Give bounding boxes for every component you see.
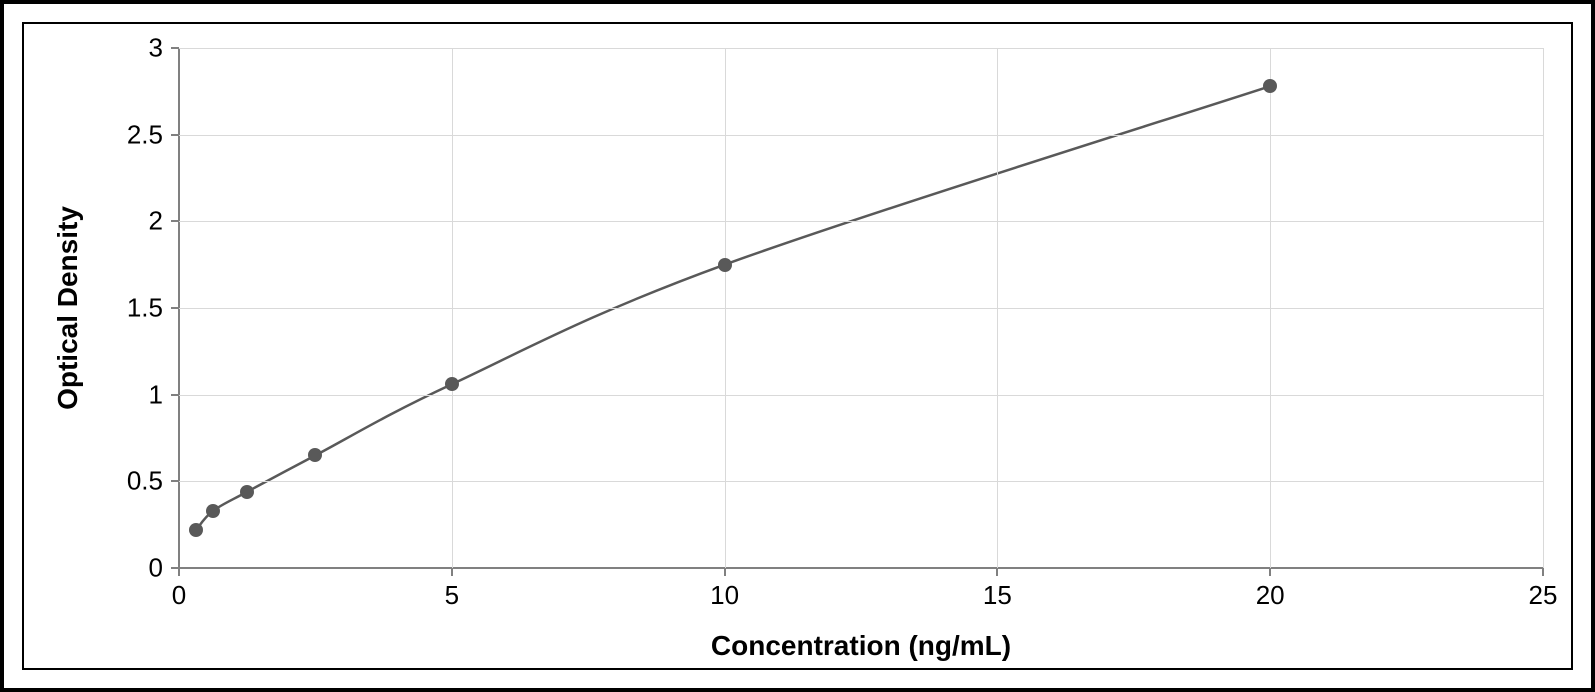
x-tick-label: 10 [710, 580, 739, 611]
gridline-horizontal [179, 221, 1543, 222]
data-point [308, 448, 322, 462]
y-tick-mark [171, 220, 179, 222]
y-tick-label: 3 [149, 33, 163, 64]
x-tick-mark [178, 568, 180, 576]
x-tick-mark [996, 568, 998, 576]
data-point [718, 258, 732, 272]
y-tick-label: 2 [149, 206, 163, 237]
data-point [445, 377, 459, 391]
x-axis-label: Concentration (ng/mL) [711, 630, 1011, 662]
y-tick-label: 1 [149, 379, 163, 410]
data-point [189, 523, 203, 537]
gridline-horizontal [179, 135, 1543, 136]
gridline-vertical [1543, 48, 1544, 568]
y-tick-mark [171, 47, 179, 49]
y-tick-label: 0.5 [127, 466, 163, 497]
y-tick-mark [171, 480, 179, 482]
plot-area: 051015202500.511.522.53 [179, 48, 1543, 568]
gridline-horizontal [179, 481, 1543, 482]
gridline-horizontal [179, 308, 1543, 309]
y-tick-label: 0 [149, 553, 163, 584]
data-point [240, 485, 254, 499]
chart-inner: Optical Density Concentration (ng/mL) 05… [22, 22, 1573, 670]
y-tick-label: 1.5 [127, 293, 163, 324]
x-tick-mark [1269, 568, 1271, 576]
gridline-horizontal [179, 395, 1543, 396]
data-point [206, 504, 220, 518]
y-axis-label: Optical Density [52, 206, 84, 410]
y-tick-mark [171, 307, 179, 309]
x-tick-mark [724, 568, 726, 576]
x-tick-mark [1542, 568, 1544, 576]
y-tick-label: 2.5 [127, 119, 163, 150]
x-tick-label: 25 [1529, 580, 1558, 611]
y-tick-mark [171, 134, 179, 136]
y-tick-mark [171, 567, 179, 569]
gridline-horizontal [179, 48, 1543, 49]
x-tick-label: 0 [172, 580, 186, 611]
x-tick-mark [451, 568, 453, 576]
y-tick-mark [171, 394, 179, 396]
x-tick-label: 5 [445, 580, 459, 611]
chart-frame: Optical Density Concentration (ng/mL) 05… [0, 0, 1595, 692]
data-point [1263, 79, 1277, 93]
x-tick-label: 20 [1256, 580, 1285, 611]
x-tick-label: 15 [983, 580, 1012, 611]
